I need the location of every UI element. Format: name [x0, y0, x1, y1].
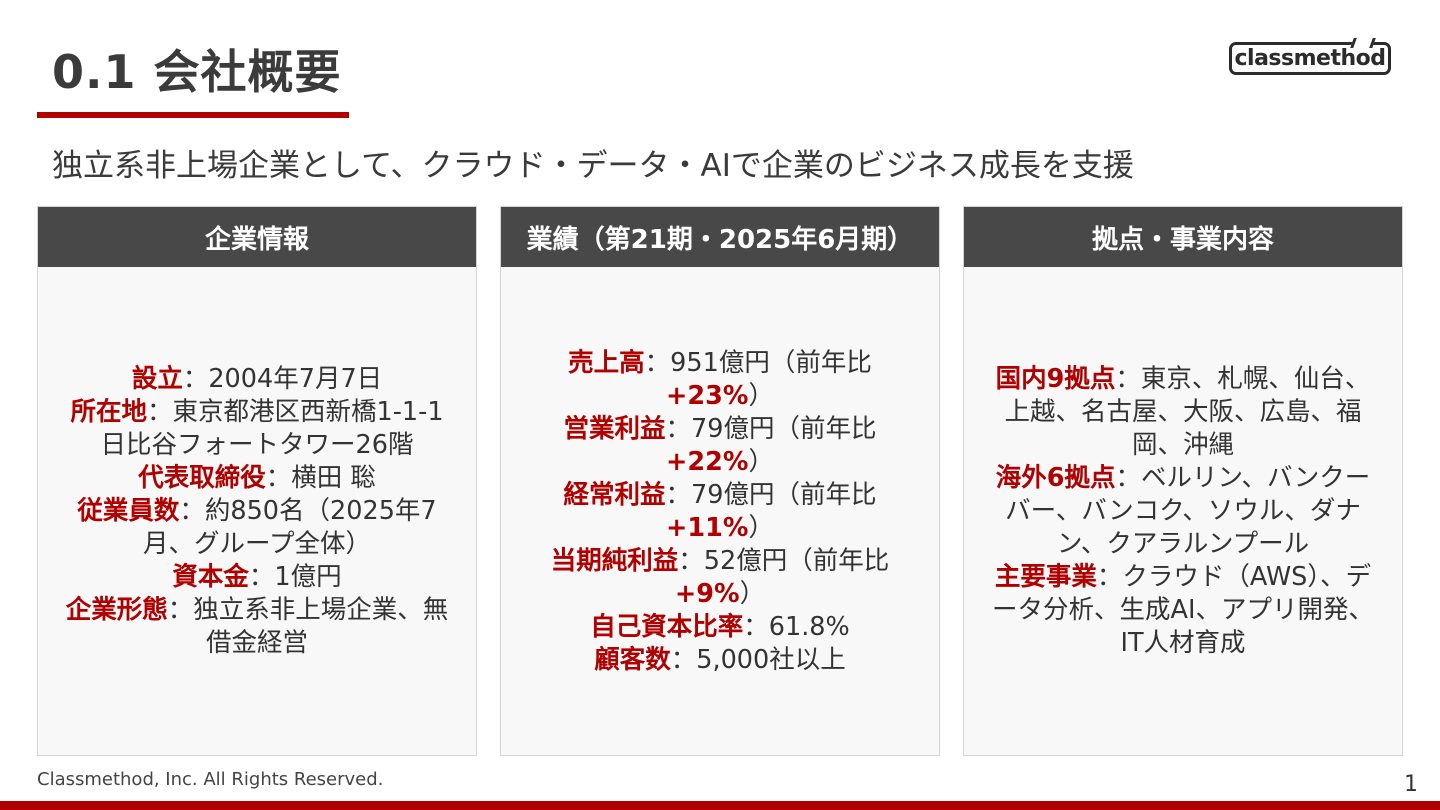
item-value: ：61.8% — [743, 611, 850, 642]
title-underline — [37, 112, 349, 118]
perf-item-operating-profit: 営業利益：79億円（前年比 +22%） — [564, 413, 877, 479]
item-tail: ） — [748, 512, 774, 543]
item-key: 売上高 — [568, 347, 645, 378]
perf-item-ordinary-profit: 経常利益：79億円（前年比 +11%） — [564, 479, 877, 545]
item-key: 企業形態 — [65, 595, 168, 625]
item-tail: ） — [748, 380, 774, 411]
item-value: ：約850名（2025年7月、グループ全体） — [143, 496, 437, 559]
footer-accent-bar — [0, 801, 1440, 810]
item-value: ：東京、札幌、仙台、上越、名古屋、大阪、広島、福岡、沖縄 — [1004, 364, 1371, 460]
info-item-employees: 従業員数：約850名（2025年7月、グループ全体） — [62, 495, 452, 561]
locations-business-card: 拠点・事業内容 国内9拠点：東京、札幌、仙台、上越、名古屋、大阪、広島、福岡、沖… — [963, 206, 1403, 756]
perf-item-equity-ratio: 自己資本比率：61.8% — [590, 611, 850, 644]
item-value: ：79億円（前年比 — [665, 479, 877, 510]
item-value: ：5,000社以上 — [670, 644, 846, 675]
item-tail: ） — [748, 446, 774, 477]
card-body: 売上高：951億円（前年比 +23%） 営業利益：79億円（前年比 +22%） 経常… — [501, 267, 939, 756]
slide-subtitle: 独立系非上場企業として、クラウド・データ・AIで企業のビジネス成長を支援 — [52, 148, 1134, 184]
info-item-company-type: 企業形態：独立系非上場企業、無借金経営 — [62, 594, 452, 660]
classmethod-logo: classmethod — [1229, 38, 1391, 75]
card-body: 設立：2004年7月7日 所在地：東京都港区西新橋1-1-1 日比谷フォートタワ… — [38, 267, 476, 756]
item-value: ：独立系非上場企業、無借金経営 — [167, 595, 449, 658]
perf-item-customers: 顧客数：5,000社以上 — [594, 644, 846, 677]
item-key: 経常利益 — [563, 479, 666, 510]
item-value: ：52億円（前年比 — [678, 545, 890, 576]
info-item-established: 設立：2004年7月7日 — [132, 363, 382, 396]
item-key: 従業員数 — [77, 496, 180, 526]
item-key: 所在地 — [70, 397, 147, 427]
item-value: ：クラウド（AWS）、データ分析、生成AI、アプリ開発、IT人材育成 — [992, 562, 1374, 658]
item-key: 当期純利益 — [550, 545, 679, 576]
item-key: 資本金 — [172, 562, 249, 592]
growth-rate: +11% — [666, 512, 749, 543]
card-header: 業績（第21期・2025年6月期） — [501, 207, 939, 267]
info-item-capital: 資本金：1億円 — [172, 561, 341, 594]
card-header: 企業情報 — [38, 207, 476, 267]
item-key: 海外6拠点 — [995, 463, 1116, 493]
item-value: ：横田 聡 — [265, 463, 376, 493]
info-item-ceo: 代表取締役：横田 聡 — [138, 462, 376, 495]
logo-notch — [1350, 38, 1376, 48]
perf-item-revenue: 売上高：951億円（前年比 +23%） — [568, 347, 872, 413]
copyright-footer: Classmethod, Inc. All Rights Reserved. — [37, 769, 384, 790]
card-body: 国内9拠点：東京、札幌、仙台、上越、名古屋、大阪、広島、福岡、沖縄 海外6拠点：… — [964, 267, 1402, 756]
growth-rate: +22% — [666, 446, 749, 477]
loc-item-main-business: 主要事業：クラウド（AWS）、データ分析、生成AI、アプリ開発、IT人材育成 — [988, 561, 1378, 660]
page-number: 1 — [1404, 772, 1418, 797]
item-value: ：東京都港区西新橋1-1-1 日比谷フォートタワー26階 — [100, 397, 444, 460]
item-value: ：1億円 — [248, 562, 342, 592]
item-value: ：951億円（前年比 — [644, 347, 872, 378]
performance-card: 業績（第21期・2025年6月期） 売上高：951億円（前年比 +23%） 営業利… — [500, 206, 940, 756]
company-info-card: 企業情報 設立：2004年7月7日 所在地：東京都港区西新橋1-1-1 日比谷フ… — [37, 206, 477, 756]
slide-title: 0.1 会社概要 — [52, 45, 342, 99]
info-item-address: 所在地：東京都港区西新橋1-1-1 日比谷フォートタワー26階 — [62, 396, 452, 462]
item-key: 顧客数 — [594, 644, 671, 675]
card-header: 拠点・事業内容 — [964, 207, 1402, 267]
perf-item-net-income: 当期純利益：52億円（前年比 +9%） — [551, 545, 889, 611]
item-key: 自己資本比率 — [590, 611, 744, 642]
item-value: ：ベルリン、バンクーバー、バンコク、ソウル、ダナン、クアラルンプール — [1005, 463, 1371, 559]
growth-rate: +9% — [674, 578, 740, 609]
logo-text: classmethod — [1234, 46, 1386, 71]
item-key: 営業利益 — [563, 413, 666, 444]
item-key: 国内9拠点 — [995, 364, 1116, 394]
item-key: 主要事業 — [994, 562, 1097, 592]
growth-rate: +23% — [666, 380, 749, 411]
loc-item-overseas: 海外6拠点：ベルリン、バンクーバー、バンコク、ソウル、ダナン、クアラルンプール — [988, 462, 1378, 561]
item-key: 代表取締役 — [138, 463, 266, 493]
loc-item-domestic: 国内9拠点：東京、札幌、仙台、上越、名古屋、大阪、広島、福岡、沖縄 — [988, 363, 1378, 462]
item-key: 設立 — [131, 364, 183, 394]
item-value: ：79億円（前年比 — [665, 413, 877, 444]
item-tail: ） — [739, 578, 766, 609]
item-value: ：2004年7月7日 — [182, 364, 383, 394]
